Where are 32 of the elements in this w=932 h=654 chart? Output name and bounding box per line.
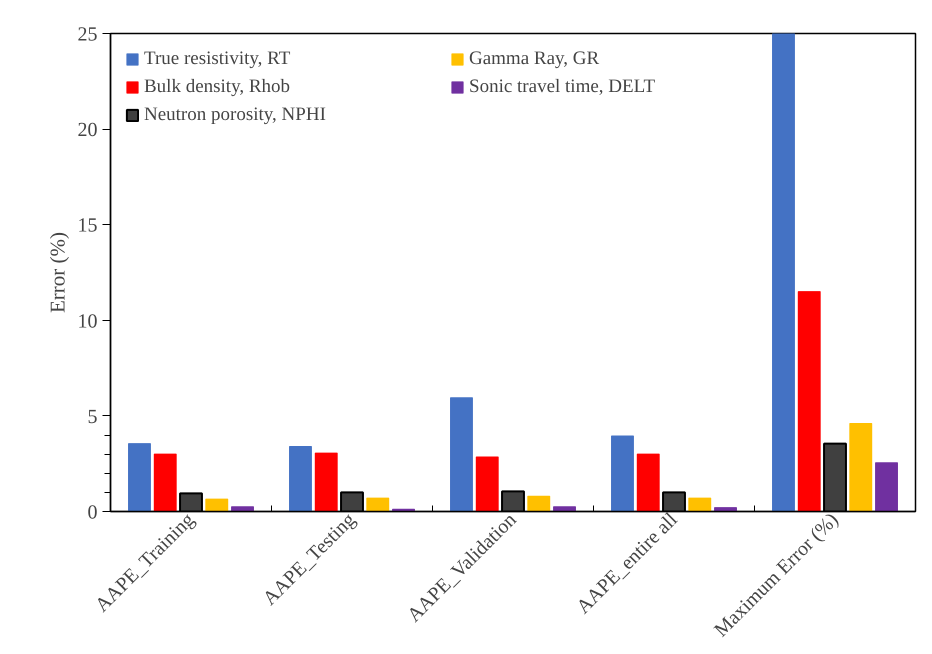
- bar: [798, 291, 821, 512]
- bar: [636, 454, 660, 512]
- bar: [688, 498, 712, 512]
- y-tick-label: 5: [88, 406, 98, 428]
- bar: [476, 456, 499, 512]
- y-tick-label: 15: [78, 214, 98, 237]
- bar: [128, 443, 151, 512]
- bar: [527, 496, 550, 512]
- bar: [314, 452, 338, 512]
- bar: [611, 435, 634, 512]
- bar: [231, 506, 254, 512]
- bar: [154, 454, 177, 512]
- bar: [772, 34, 795, 512]
- legend-label: Sonic travel time, DELT: [469, 76, 656, 98]
- legend-label: Gamma Ray, GR: [469, 48, 600, 70]
- bar: [714, 507, 737, 512]
- bar: [553, 506, 576, 512]
- bar: [450, 397, 473, 512]
- y-tick-label: 20: [78, 119, 98, 142]
- y-tick-label: 10: [78, 310, 98, 332]
- legend-label: Neutron porosity, NPHI: [144, 104, 327, 126]
- legend-label: Bulk density, Rhob: [144, 76, 292, 98]
- bar: [289, 446, 312, 512]
- legend-label: True resistivity, RT: [144, 48, 292, 70]
- bar: [205, 498, 228, 512]
- y-tick-label: 25: [78, 24, 98, 46]
- bar: [392, 508, 415, 512]
- y-axis-title: Error (%): [46, 232, 70, 314]
- bar: [875, 462, 898, 512]
- bar: [849, 423, 872, 512]
- y-tick-label: 0: [88, 502, 98, 524]
- bar: [366, 498, 390, 512]
